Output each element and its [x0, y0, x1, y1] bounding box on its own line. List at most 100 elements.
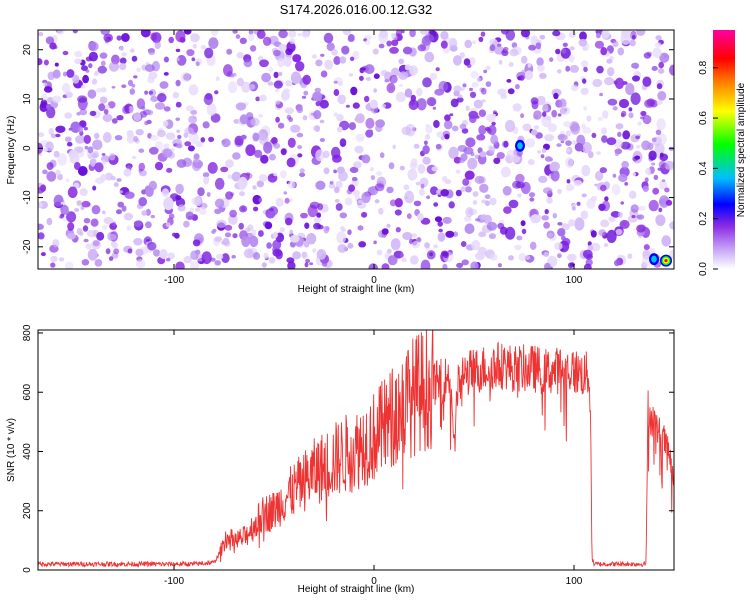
heatmap-blob [444, 114, 451, 122]
heatmap-blob [475, 218, 480, 222]
heatmap-blob [651, 137, 657, 143]
heatmap-blob [190, 250, 199, 260]
heatmap-blob [506, 149, 517, 159]
heatmap-blob [588, 151, 594, 159]
heatmap-blob [521, 228, 527, 235]
heatmap-blob [442, 216, 452, 224]
heatmap-blob [361, 154, 371, 164]
heatmap-blob [471, 240, 481, 251]
heatmap-blob [81, 85, 86, 89]
heatmap-blob [101, 224, 108, 230]
heatmap-blob [58, 257, 65, 262]
heatmap-blob [508, 61, 514, 68]
heatmap-blob [163, 56, 169, 63]
heatmap-blob [578, 38, 588, 47]
heatmap-blob [168, 36, 174, 44]
heatmap-blob [569, 64, 580, 73]
heatmap-blob [655, 214, 666, 226]
heatmap-blob [536, 57, 544, 67]
heatmap-blob [599, 167, 607, 174]
heatmap-blob [361, 211, 368, 218]
heatmap-blob [42, 82, 48, 86]
heatmap-blob [636, 224, 646, 233]
snr-y-ticks: 0 200 400 600 800 [22, 324, 674, 573]
heatmap-blob [214, 260, 221, 266]
heatmap-blob [323, 167, 330, 175]
heatmap-blob [661, 179, 666, 183]
heatmap-blob [594, 170, 604, 181]
heatmap-blob [538, 175, 548, 183]
heatmap-blob [205, 92, 213, 100]
heatmap-blob [424, 140, 428, 146]
heatmap-blob [394, 209, 402, 216]
heatmap-blob [365, 117, 375, 129]
heatmap-blob [508, 36, 514, 41]
heatmap-blob [279, 227, 285, 233]
heatmap-blob [612, 40, 619, 48]
heatmap-blob [450, 98, 459, 108]
heatmap-blob [260, 154, 269, 164]
heatmap-blob [252, 132, 260, 142]
heatmap-blob [74, 208, 80, 212]
heatmap-blob [150, 134, 159, 141]
heatmap-blob [658, 207, 663, 213]
heatmap-blob [542, 103, 549, 112]
heatmap-blob [558, 98, 567, 109]
heatmap-blob [192, 43, 197, 49]
heatmap-blob [411, 233, 418, 238]
snr-x-tick-label: -100 [164, 576, 184, 587]
heatmap-blob [480, 31, 486, 37]
heatmap-blob [262, 36, 272, 46]
heatmap-blob [527, 159, 535, 166]
heatmap-blob [284, 107, 294, 114]
heatmap-blob [103, 108, 109, 115]
heatmap-blob [435, 67, 440, 72]
heatmap-blob [669, 249, 674, 259]
heatmap-blob [420, 217, 431, 225]
heatmap-blob [620, 141, 631, 150]
heatmap-blob [176, 55, 187, 66]
heatmap-blob [600, 219, 610, 228]
heatmap-blob [445, 230, 455, 238]
heatmap-blob [440, 31, 449, 40]
heatmap-blob [631, 62, 640, 69]
heatmap-blob [108, 233, 117, 241]
heatmap-blob [478, 231, 487, 238]
heatmap-blob [38, 223, 44, 230]
heatmap-blob [488, 233, 496, 240]
heatmap-blob [252, 194, 262, 205]
heatmap-blob [228, 214, 238, 225]
heatmap-blob [268, 257, 276, 264]
heatmap-blob [248, 84, 256, 90]
heatmap-blob [628, 107, 633, 112]
heatmap-blob [141, 105, 146, 110]
heatmap-blob [150, 214, 155, 219]
heatmap-blob [386, 186, 394, 194]
heatmap-blob [281, 90, 290, 101]
heatmap-blob [186, 49, 195, 57]
heatmap-blob [297, 33, 302, 37]
heatmap-blob [581, 164, 591, 177]
heatmap-blob [462, 83, 467, 88]
heatmap-blob [574, 217, 585, 231]
heatmap-blob [549, 57, 554, 62]
heatmap-blob [628, 112, 634, 119]
heatmap-blob [587, 244, 594, 251]
heatmap-blob [461, 128, 469, 134]
heatmap-blob [565, 157, 574, 169]
heatmap-blob [290, 71, 302, 84]
heatmap-blob [410, 158, 418, 167]
heatmap-blob [323, 32, 334, 44]
heatmap-blob [634, 155, 641, 160]
heatmap-blob [460, 241, 467, 247]
heatmap-blob [462, 178, 470, 186]
heatmap-blob [464, 170, 475, 180]
heatmap-blob [42, 169, 48, 175]
heatmap-blob [68, 149, 78, 160]
heatmap-y-ticks: -20 -10 0 10 20 [22, 44, 674, 254]
heatmap-blob [46, 162, 54, 171]
heatmap-blob [87, 146, 94, 154]
heatmap-blob [38, 202, 43, 208]
heatmap-blob [509, 48, 519, 57]
heatmap-blob [255, 96, 261, 102]
